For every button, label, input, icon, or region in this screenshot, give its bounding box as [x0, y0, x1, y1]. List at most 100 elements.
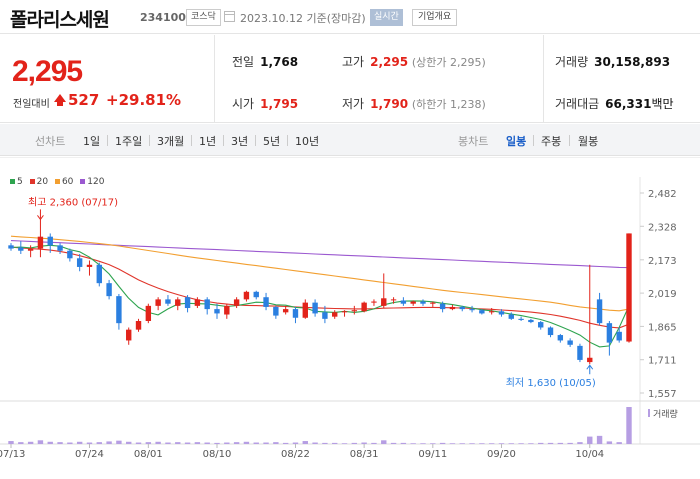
volume-bar	[282, 442, 289, 444]
candle-body	[596, 299, 603, 324]
divider	[223, 135, 224, 146]
divider	[287, 135, 288, 146]
volume-bar	[263, 442, 269, 444]
tab-monthly[interactable]: 월봉	[578, 135, 599, 148]
current-price: 2,295	[12, 55, 83, 88]
stock-chart[interactable]: 5 20 60 120 2,482 2,328 2,173 2,019 1,865 1,7…	[0, 156, 700, 479]
tab-daily[interactable]: 일봉	[506, 135, 527, 148]
candle-body	[518, 318, 524, 320]
volume-bar	[528, 443, 534, 444]
volume-bar	[106, 441, 112, 444]
chart-canvas[interactable]: 2,482 2,328 2,173 2,019 1,865 1,711 1,557 07/13…	[0, 156, 700, 479]
realtime-button[interactable]: 실시간	[370, 9, 403, 26]
legend-label-ma120: 120	[87, 177, 105, 187]
candle-body	[469, 309, 475, 311]
change-value: 527	[68, 91, 100, 109]
y-tick-label: 2,482	[648, 189, 677, 200]
divider	[191, 135, 192, 146]
candle-body	[204, 299, 210, 310]
x-tick-label: 08/01	[134, 449, 163, 460]
candle-body	[381, 298, 387, 306]
change-percent: +29.81%	[106, 91, 182, 109]
volume-bar	[449, 443, 456, 444]
x-tick-label: 09/20	[487, 449, 516, 460]
volume-bar	[547, 442, 554, 444]
volume-bar	[322, 442, 328, 444]
volume-bar	[76, 441, 83, 444]
volume-bar	[302, 441, 308, 444]
tab-1w[interactable]: 1주일	[115, 135, 143, 148]
volume-bar	[606, 441, 613, 444]
tab-3y[interactable]: 3년	[231, 135, 249, 148]
candle-body	[420, 301, 426, 304]
volume-bar	[420, 443, 426, 444]
divider	[214, 35, 215, 123]
candle-body	[76, 258, 83, 267]
candle-body	[302, 302, 308, 318]
volume-bar	[361, 442, 367, 444]
legend-swatch-ma120	[80, 179, 86, 184]
stock-header: 폴라리스세원 234100 코스닥 2023.10.12 기준(장마감) 실시간…	[0, 0, 700, 34]
candle-body	[508, 314, 514, 319]
candle-body	[57, 245, 63, 251]
volume-bar	[27, 441, 34, 444]
candle-body	[459, 306, 465, 310]
candle-body	[616, 331, 622, 341]
tab-weekly[interactable]: 주봉	[541, 135, 562, 148]
volume-bar	[18, 442, 24, 444]
volume-bar	[194, 442, 201, 444]
volume-bar	[488, 443, 495, 444]
candle-body	[243, 291, 250, 300]
candle-body	[430, 302, 436, 304]
volume-bar	[67, 442, 73, 444]
stat-prev-close: 전일 1,768	[232, 55, 299, 69]
tab-10y[interactable]: 10년	[295, 135, 320, 148]
volume-bar	[616, 442, 622, 444]
candle-body	[410, 301, 416, 304]
tab-3m[interactable]: 3개월	[157, 135, 185, 148]
candle-body	[273, 306, 279, 316]
volume-bar	[86, 442, 93, 444]
candle-body	[626, 233, 632, 342]
volume-bar	[381, 440, 387, 444]
low-annotation: 최저 1,630 (10/05)	[506, 377, 596, 389]
candle-body	[96, 264, 102, 284]
candle-body	[126, 329, 132, 341]
candle-body	[322, 312, 328, 319]
volume-bar	[292, 442, 299, 444]
volume-bar	[518, 443, 524, 444]
x-tick-label: 07/24	[75, 449, 104, 460]
ma60-line	[10, 235, 630, 312]
x-tick-label: 10/04	[575, 449, 604, 460]
volume-bar	[577, 442, 583, 444]
candle-body	[351, 310, 358, 312]
candle-body	[214, 309, 220, 314]
base-date: 2023.10.12 기준(장마감)	[240, 12, 366, 25]
candle-body	[184, 297, 191, 309]
volume-bar	[135, 442, 142, 444]
high-arrow-head	[37, 215, 44, 221]
candle-body	[557, 335, 564, 341]
candle-body	[587, 357, 593, 363]
volume-bar	[312, 442, 318, 444]
candle-body	[449, 306, 456, 310]
candle-chart-label: 봉차트	[458, 135, 489, 148]
company-info-button[interactable]: 기업개요	[412, 9, 458, 26]
stock-code: 234100	[140, 11, 186, 24]
volume-bar	[233, 442, 240, 444]
y-tick-label: 1,865	[648, 322, 677, 333]
volume-bar	[57, 442, 63, 444]
volume-bar	[145, 442, 152, 444]
volume-bar	[253, 442, 259, 444]
volume-bar	[116, 440, 122, 444]
volume-bar	[37, 440, 44, 444]
legend-swatch-ma60	[54, 179, 60, 184]
candle-body	[18, 247, 24, 251]
y-tick-label: 2,019	[648, 289, 677, 300]
tab-1d[interactable]: 1일	[83, 135, 101, 148]
stat-open: 시가 1,795	[232, 97, 299, 111]
market-badge: 코스닥	[186, 9, 221, 26]
tab-1y[interactable]: 1년	[199, 135, 217, 148]
tab-5y[interactable]: 5년	[263, 135, 281, 148]
volume-label: 거래량	[653, 408, 678, 420]
